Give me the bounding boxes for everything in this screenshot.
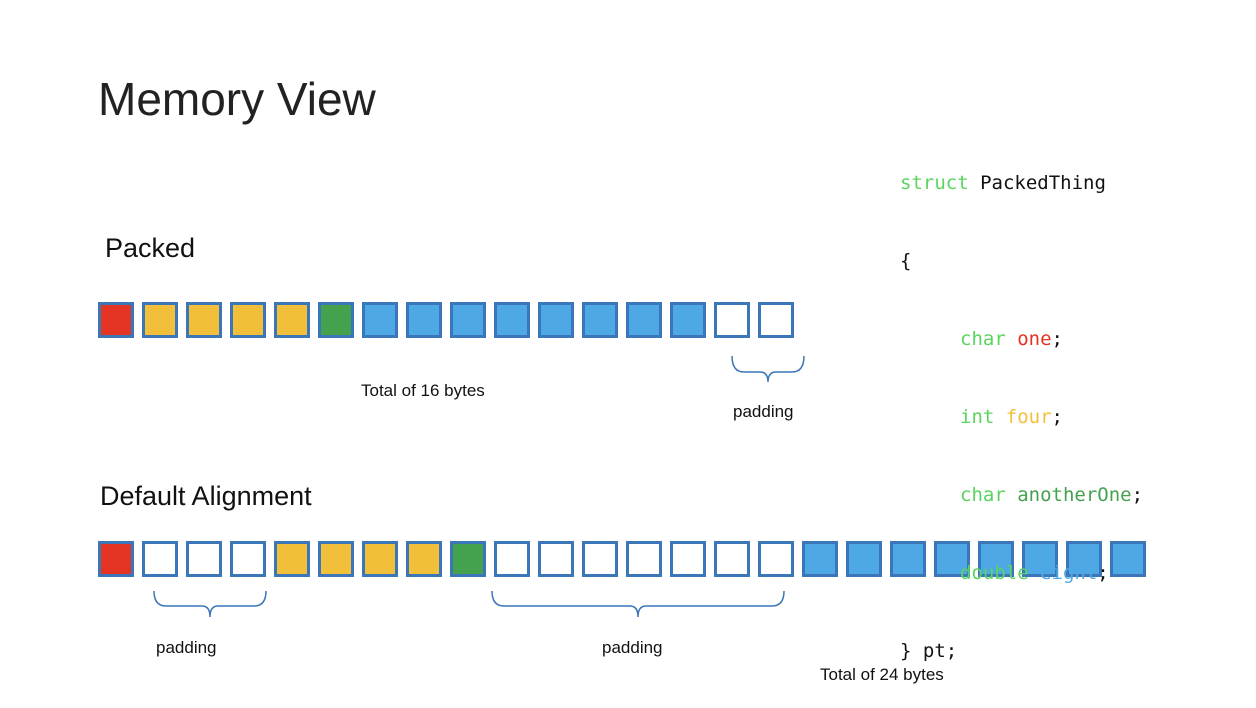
packed-byte-green bbox=[318, 302, 354, 338]
packed-byte-blue bbox=[362, 302, 398, 338]
default-byte-white bbox=[494, 541, 530, 577]
packed-byte-yellow bbox=[186, 302, 222, 338]
default-byte-white bbox=[582, 541, 618, 577]
packed-byte-blue bbox=[494, 302, 530, 338]
field-type: char bbox=[960, 328, 1006, 350]
default-byte-blue bbox=[802, 541, 838, 577]
field-type: double bbox=[960, 562, 1029, 584]
code-line-field: char one; bbox=[900, 326, 1143, 352]
default-byte-white bbox=[626, 541, 662, 577]
default-byte-white bbox=[670, 541, 706, 577]
packed-byte-blue bbox=[406, 302, 442, 338]
default-byte-white bbox=[186, 541, 222, 577]
default-byte-green bbox=[450, 541, 486, 577]
packed-byte-red bbox=[98, 302, 134, 338]
packed-padding-label: padding bbox=[733, 402, 794, 421]
packed-byte-yellow bbox=[274, 302, 310, 338]
default-padding-brace-2 bbox=[491, 590, 785, 618]
packed-byte-blue bbox=[450, 302, 486, 338]
field-type: char bbox=[960, 484, 1006, 506]
field-semicolon: ; bbox=[1097, 562, 1109, 584]
packed-byte-row bbox=[98, 302, 794, 338]
packed-byte-blue bbox=[538, 302, 574, 338]
default-byte-yellow bbox=[274, 541, 310, 577]
default-byte-blue bbox=[1066, 541, 1102, 577]
default-byte-blue bbox=[934, 541, 970, 577]
default-byte-white bbox=[142, 541, 178, 577]
packed-padding-brace bbox=[731, 355, 805, 383]
default-byte-white bbox=[714, 541, 750, 577]
packed-byte-white bbox=[714, 302, 750, 338]
field-name: four bbox=[1005, 406, 1052, 428]
default-byte-blue bbox=[846, 541, 882, 577]
default-byte-yellow bbox=[406, 541, 442, 577]
code-line-field: char anotherOne; bbox=[900, 482, 1143, 508]
field-semicolon: ; bbox=[1051, 328, 1063, 350]
field-name: anotherOne bbox=[1017, 484, 1132, 506]
code-line-close: } pt; bbox=[900, 638, 1143, 664]
default-byte-red bbox=[98, 541, 134, 577]
struct-name: PackedThing bbox=[980, 172, 1106, 194]
code-line-struct: struct PackedThing bbox=[900, 170, 1143, 196]
field-name: one bbox=[1017, 328, 1052, 350]
default-byte-yellow bbox=[362, 541, 398, 577]
code-line-field: int four; bbox=[900, 404, 1143, 430]
packed-byte-yellow bbox=[142, 302, 178, 338]
default-byte-blue bbox=[1110, 541, 1146, 577]
packed-label: Packed bbox=[105, 233, 196, 263]
packed-byte-blue bbox=[626, 302, 662, 338]
field-type: int bbox=[960, 406, 995, 428]
packed-byte-blue bbox=[582, 302, 618, 338]
packed-byte-white bbox=[758, 302, 794, 338]
default-byte-blue bbox=[890, 541, 926, 577]
default-byte-blue bbox=[978, 541, 1014, 577]
default-byte-white bbox=[758, 541, 794, 577]
open-brace: { bbox=[900, 250, 912, 272]
default-byte-row bbox=[98, 541, 1146, 577]
default-total-label: Total of 24 bytes bbox=[820, 665, 944, 684]
default-byte-white bbox=[230, 541, 266, 577]
field-name: eight bbox=[1040, 562, 1098, 584]
default-padding-brace-1 bbox=[153, 590, 267, 618]
default-byte-yellow bbox=[318, 541, 354, 577]
default-padding-label-1: padding bbox=[156, 638, 217, 657]
packed-total-label: Total of 16 bytes bbox=[361, 381, 485, 400]
field-semicolon: ; bbox=[1051, 406, 1063, 428]
page-title: Memory View bbox=[98, 73, 376, 125]
close-brace: } pt; bbox=[900, 640, 958, 662]
default-padding-label-2: padding bbox=[602, 638, 663, 657]
code-line-open-brace: { bbox=[900, 248, 1143, 274]
packed-byte-blue bbox=[670, 302, 706, 338]
default-byte-white bbox=[538, 541, 574, 577]
struct-keyword: struct bbox=[900, 172, 969, 194]
field-semicolon: ; bbox=[1131, 484, 1144, 506]
default-alignment-label: Default Alignment bbox=[100, 481, 312, 511]
struct-code-block: struct PackedThing { char one; int four;… bbox=[900, 118, 1143, 690]
default-byte-blue bbox=[1022, 541, 1058, 577]
packed-byte-yellow bbox=[230, 302, 266, 338]
code-line-field: double eight; bbox=[900, 560, 1143, 586]
